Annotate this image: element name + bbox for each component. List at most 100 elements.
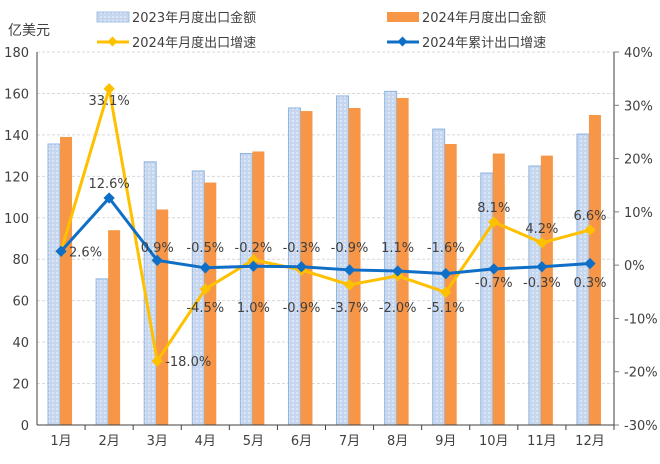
data-label-monthly: -5.1% xyxy=(427,301,465,316)
marker-cumulative xyxy=(488,263,500,275)
legend-swatch-2024 xyxy=(387,12,419,22)
x-tick-label: 11月 xyxy=(527,434,557,449)
bar-2024 xyxy=(108,230,121,425)
marker-monthly xyxy=(103,83,115,95)
x-tick-label: 7月 xyxy=(339,434,360,449)
marker-monthly xyxy=(440,286,452,298)
marker-monthly xyxy=(488,216,500,228)
left-tick-label: 120 xyxy=(4,170,29,185)
data-label-cumulative: -0.5% xyxy=(186,241,224,256)
bar-2024 xyxy=(396,98,409,426)
bar-2023 xyxy=(528,165,542,426)
data-label-cumulative: 12.6% xyxy=(88,177,129,192)
marker-monthly xyxy=(536,237,548,249)
left-tick-label: 180 xyxy=(4,46,29,61)
data-label-cumulative: 0.3% xyxy=(573,276,606,291)
x-tick-label: 6月 xyxy=(291,434,312,449)
marker-monthly xyxy=(199,283,211,295)
marker-cumulative xyxy=(440,268,452,280)
right-tick-label: 30% xyxy=(624,99,653,114)
legend-label-cumulative: 2024年累计出口增速 xyxy=(422,36,546,51)
x-tick-label: 4月 xyxy=(195,434,216,449)
data-label-monthly: 33.1% xyxy=(88,94,129,109)
x-tick-label: 8月 xyxy=(387,434,408,449)
bar-2024 xyxy=(588,114,601,426)
line-monthly-growth xyxy=(59,88,591,365)
left-tick-label: 60 xyxy=(12,295,29,310)
left-tick-label: 160 xyxy=(4,87,29,102)
marker-cumulative xyxy=(536,261,548,273)
data-label-cumulative: 1.1% xyxy=(381,241,414,256)
bar-2023 xyxy=(384,90,398,426)
bar-2024 xyxy=(252,151,265,425)
right-tick-label: 20% xyxy=(624,153,653,168)
unit-label: 亿美元 xyxy=(8,23,50,39)
marker-cumulative xyxy=(391,265,404,277)
left-tick-label: 20 xyxy=(12,378,29,393)
legend-swatch-2023 xyxy=(96,11,130,23)
data-label-monthly: 8.1% xyxy=(477,201,510,216)
x-tick-label: 2月 xyxy=(98,434,119,449)
bar-2024 xyxy=(60,136,73,425)
marker-cumulative xyxy=(584,257,596,270)
data-label-cumulative: -0.7% xyxy=(475,276,513,291)
marker-cumulative xyxy=(295,261,308,273)
legend-marker-cumulative xyxy=(397,36,408,47)
legend-label-2024: 2024年月度出口金额 xyxy=(422,10,546,26)
legend: 2023年月度出口金额 2024年月度出口金额 2024年月度出口增速 2024… xyxy=(96,10,546,51)
marker-monthly xyxy=(584,224,596,236)
data-label-cumulative: -0.9% xyxy=(331,241,369,256)
data-label-monthly: 4.2% xyxy=(525,222,558,237)
data-label-monthly: -4.5% xyxy=(186,301,224,316)
right-tick-label: 0% xyxy=(624,259,645,274)
x-tick-label: 5月 xyxy=(243,434,264,449)
data-label-monthly: 1.0% xyxy=(237,301,270,316)
left-tick-label: 100 xyxy=(4,212,29,227)
x-tick-label: 3月 xyxy=(147,434,168,449)
data-label-cumulative: 0.9% xyxy=(141,241,174,256)
x-tick-label: 12月 xyxy=(575,434,605,449)
bar-2023 xyxy=(95,278,109,426)
data-label-cumulative: -0.3% xyxy=(283,241,321,256)
marker-cumulative xyxy=(151,254,163,267)
bar-2023 xyxy=(47,143,61,426)
data-label-cumulative: -1.6% xyxy=(427,241,465,256)
bar-2023 xyxy=(336,95,350,426)
bar-2023 xyxy=(239,153,253,426)
data-label-monthly: -0.9% xyxy=(283,301,321,316)
bar-2024 xyxy=(204,182,217,425)
bar-2024 xyxy=(348,107,361,425)
bar-2024 xyxy=(540,155,553,425)
marker-monthly xyxy=(343,279,356,291)
left-tick-label: 140 xyxy=(4,129,29,144)
right-tick-label: 40% xyxy=(624,46,653,61)
marker-cumulative xyxy=(343,264,356,276)
legend-marker-monthly xyxy=(107,36,118,47)
left-tick-label: 0 xyxy=(21,419,29,434)
left-tick-label: 40 xyxy=(12,336,29,351)
right-tick-label: -20% xyxy=(624,366,658,381)
legend-label-2023: 2023年月度出口金额 xyxy=(132,10,256,26)
data-label-monthly: -3.7% xyxy=(331,301,369,316)
x-tick-label: 1月 xyxy=(50,434,71,449)
data-label-cumulative: -0.3% xyxy=(523,276,561,291)
marker-cumulative xyxy=(199,262,211,274)
data-label-monthly: -18.0% xyxy=(165,355,211,370)
right-tick-label: -30% xyxy=(624,419,658,434)
bar-2023 xyxy=(432,128,446,426)
right-tick-label: 10% xyxy=(624,206,653,221)
x-tick-label: 10月 xyxy=(479,434,509,449)
data-label-monthly: 6.6% xyxy=(573,209,606,224)
data-label-monthly: 2.6% xyxy=(69,245,102,260)
marker-cumulative xyxy=(55,245,67,257)
marker-cumulative xyxy=(247,260,260,272)
marker-monthly xyxy=(151,355,163,367)
line-cumulative-growth xyxy=(59,195,591,276)
data-label-monthly: -2.0% xyxy=(379,301,417,316)
x-tick-label: 9月 xyxy=(435,434,456,449)
legend-label-monthly: 2024年月度出口增速 xyxy=(132,35,256,51)
left-tick-label: 80 xyxy=(12,253,29,268)
data-label-cumulative: -0.2% xyxy=(235,241,273,256)
